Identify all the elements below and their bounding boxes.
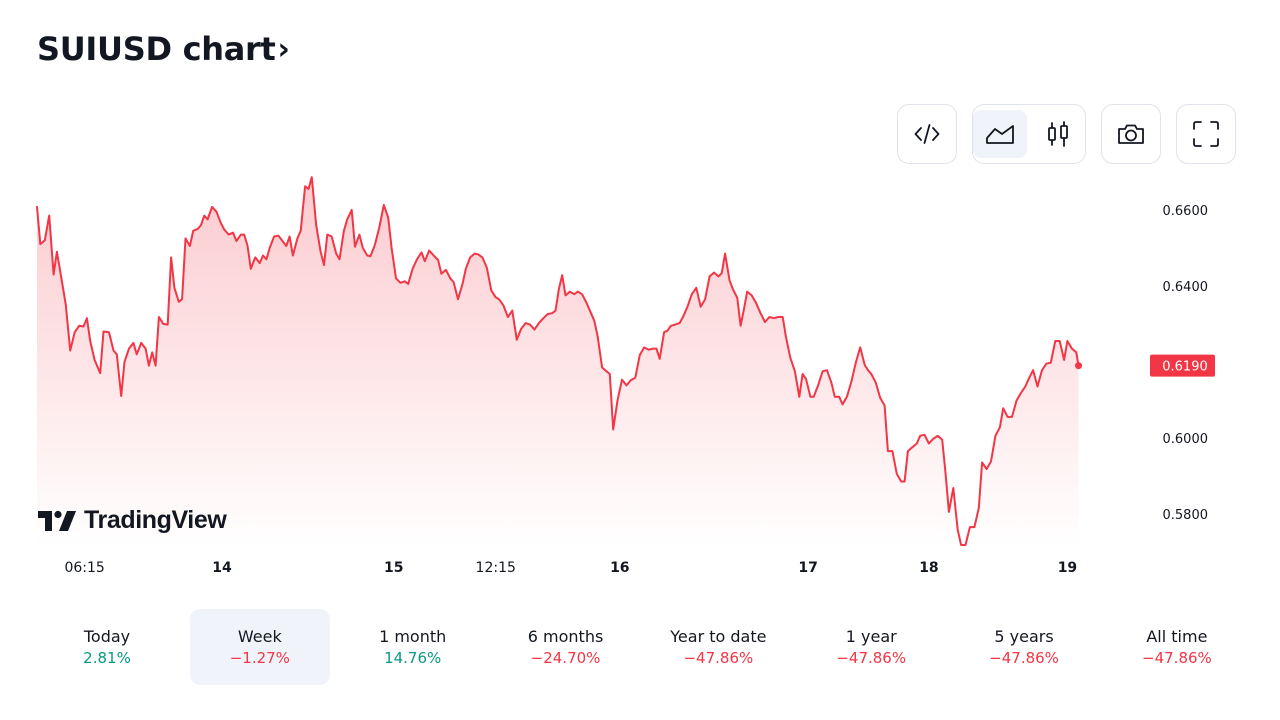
time-tick-label: 17 [798,560,817,576]
time-tick-label: 15 [384,560,403,576]
price-tick-label: 0.6600 [1163,204,1209,219]
range-change: 2.81% [83,649,131,667]
chart-style-group [972,104,1086,164]
range-label: 5 years [994,627,1054,646]
fullscreen-icon [1193,121,1219,147]
range-button-year-to-date[interactable]: Year to date −47.86% [648,609,788,685]
range-button-6-months[interactable]: 6 months −24.70% [496,609,636,685]
camera-icon [1118,124,1144,144]
last-price-dot [1075,362,1083,370]
range-change: −47.86% [836,649,907,667]
tradingview-logo[interactable]: TradingView [38,506,227,535]
tradingview-logo-text: TradingView [84,506,227,534]
price-tick-label: 0.6400 [1163,280,1209,295]
range-label: 1 year [845,627,897,646]
embed-tool [897,104,957,164]
area-chart-icon [986,125,1014,144]
range-change: 14.76% [384,649,442,667]
code-icon [914,124,940,144]
range-label: 1 month [379,627,447,646]
snapshot-tool [1101,104,1161,164]
range-change: −47.86% [1142,649,1212,667]
range-label: 6 months [527,627,604,646]
candles-style-button[interactable] [1031,110,1085,158]
fullscreen-tool [1176,104,1236,164]
time-axis: 06:15 14 15 12:15 16 17 18 19 [64,560,1077,576]
price-area-fill [37,177,1079,548]
last-price-label: 0.6190 [1162,360,1208,375]
fullscreen-button[interactable] [1178,110,1234,158]
price-tick-label: 0.6000 [1163,432,1209,447]
time-tick-label: 16 [610,560,629,576]
range-label: Year to date [670,627,767,646]
range-label: Week [237,627,282,646]
time-tick-label: 14 [212,560,232,576]
area-style-button[interactable] [973,110,1027,158]
range-button-today[interactable]: Today 2.81% [37,609,177,685]
chevron-right-icon: › [277,31,290,67]
range-button-week[interactable]: Week −1.27% [189,609,330,685]
price-chart[interactable]: 0.6600 0.6400 0.6000 0.5800 06:15 14 15 12:15 1… [0,170,1280,590]
range-button-1-month[interactable]: 1 month 14.76% [343,609,483,685]
price-axis: 0.6600 0.6400 0.6000 0.5800 [1163,204,1209,523]
time-tick-label: 18 [919,560,938,576]
range-label: Today [83,627,131,646]
range-change: −24.70% [530,649,601,667]
snapshot-button[interactable] [1103,110,1159,158]
range-button-1-year[interactable]: 1 year −47.86% [801,609,941,685]
range-button-5-years[interactable]: 5 years −47.86% [954,609,1094,685]
candlestick-icon [1048,121,1068,147]
page-title: SUIUSD chart [37,30,276,68]
tradingview-logo-icon [38,510,76,531]
range-button-all-time[interactable]: All time −47.86% [1107,609,1247,685]
last-price-badge: 0.6190 [1150,354,1215,377]
range-selector: Today 2.81% Week −1.27% 1 month 14.76% 6 month… [37,609,1247,685]
time-tick-label: 12:15 [476,560,516,576]
price-tick-label: 0.5800 [1163,508,1209,523]
price-line [36,176,1080,546]
last-price-badge-bg [1150,354,1215,377]
range-change: −1.27% [229,649,290,667]
range-change: −47.86% [989,649,1059,667]
chart-title-link[interactable]: SUIUSD chart › [37,30,290,68]
range-label: All time [1146,627,1208,646]
time-tick-label: 06:15 [64,560,104,576]
embed-button[interactable] [899,110,955,158]
range-change: −47.86% [683,649,754,667]
time-tick-label: 19 [1058,560,1077,576]
